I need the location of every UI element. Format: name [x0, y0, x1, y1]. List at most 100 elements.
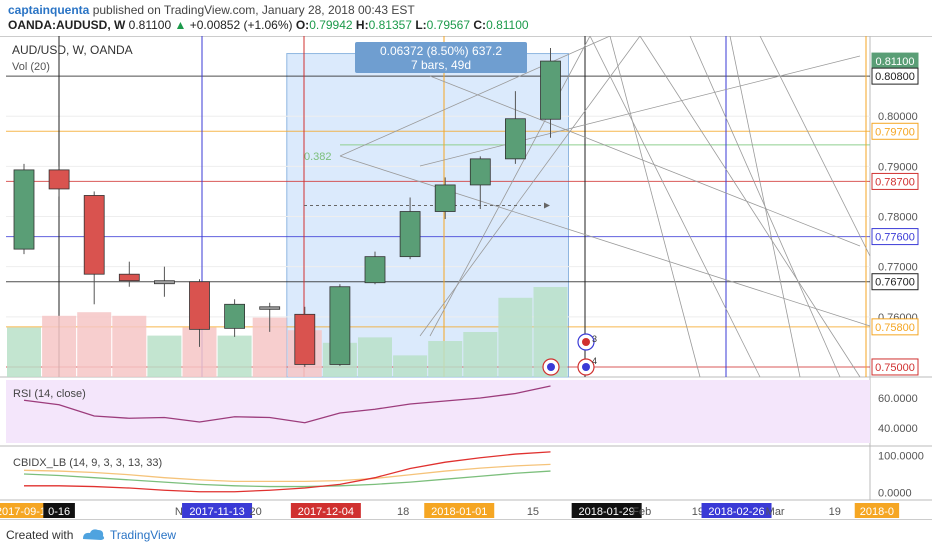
time-tick-label: 19	[829, 506, 841, 518]
candle-body	[329, 286, 351, 365]
volume-bar	[217, 335, 252, 377]
publish-line: captainquenta published on TradingView.c…	[8, 3, 415, 17]
high-label: H:	[355, 18, 369, 32]
time-tick-label: 0-16	[48, 506, 70, 518]
fib-label: 0.382	[304, 151, 332, 163]
rsi-tick-label: 60.0000	[878, 393, 918, 405]
measure-line-2: 7 bars, 49d	[411, 58, 471, 72]
candle-body	[504, 118, 526, 160]
fan-line	[419, 55, 861, 167]
time-tag-box	[43, 503, 75, 518]
time-tick-label: 2018-02-26	[708, 506, 764, 518]
measure-line-1: 0.06372 (8.50%) 637.2	[380, 44, 502, 58]
cbidx-tick-label: 100.0000	[878, 451, 924, 463]
candle-body	[153, 280, 175, 285]
fan-line	[339, 155, 871, 327]
event-marker-3-count: 3	[592, 334, 597, 344]
cbidx-green-line	[23, 470, 551, 488]
event-marker-4-count: 4	[592, 356, 597, 366]
candle-body	[540, 60, 561, 120]
up-arrow-icon: ▲	[174, 18, 187, 32]
fan-line	[609, 36, 701, 378]
created-with-label: Created with	[6, 528, 74, 542]
volume-bar	[358, 337, 392, 377]
ohlc-line: OANDA:AUDUSD, W 0.81100 ▲ +0.00852 (+1.0…	[8, 18, 529, 32]
close-value: 0.81100	[486, 18, 529, 32]
last-price: 0.81100	[128, 18, 172, 32]
price-tag-label: 0.76700	[875, 277, 915, 289]
time-tick-label: 2017-09-18	[0, 506, 52, 518]
publish-info: published on TradingView.com, January 28…	[92, 3, 415, 17]
volume-bar	[428, 341, 463, 377]
volume-layer	[7, 287, 568, 377]
open-label: O:	[295, 18, 310, 32]
candle-body	[48, 169, 70, 190]
candle-body	[434, 184, 456, 212]
candle-body	[118, 273, 140, 282]
price-tag-box	[871, 122, 919, 140]
symbol-label: OANDA:AUDUSD, W	[8, 18, 126, 32]
time-tick-label: 2018-01-29	[579, 506, 635, 518]
tradingview-logo-icon[interactable]	[80, 526, 106, 542]
fan-line	[589, 36, 761, 378]
footer: Created with TradingView	[0, 520, 932, 550]
volume-bar	[77, 312, 112, 377]
measure-tooltip: 0.06372 (8.50%) 637.2 7 bars, 49d	[355, 42, 527, 73]
fan-line	[729, 36, 801, 378]
price-tag-label: 0.75800	[875, 322, 915, 334]
low-value: 0.79567	[426, 18, 471, 32]
cbidx-tick-label: 0.0000	[878, 487, 912, 499]
time-tick-label: 2018-01-01	[431, 506, 487, 518]
author-link[interactable]: captainquenta	[8, 3, 90, 17]
volume-bar	[498, 297, 533, 377]
candle-body	[364, 256, 386, 284]
time-tick-label: 15	[527, 506, 539, 518]
rsi-line	[23, 385, 551, 424]
price-tag-box	[871, 172, 919, 190]
measure-tooltip-box	[355, 42, 527, 73]
cbidx-label: CBIDX_LB (14, 9, 3, 3, 13, 33)	[13, 457, 162, 469]
fan-line	[639, 36, 861, 378]
price-tag-box	[871, 228, 919, 246]
price-tick-label: 0.78000	[878, 212, 918, 224]
event-marker-4[interactable]: 4	[577, 356, 597, 376]
price-tag-box	[871, 358, 919, 376]
candle-body	[13, 169, 35, 250]
price-tag-box	[871, 67, 919, 85]
candle-body	[224, 303, 246, 329]
time-tick-label: Feb	[632, 506, 651, 518]
rsi-tick-label: 40.0000	[878, 423, 918, 435]
close-label: C:	[473, 18, 487, 32]
fan-line	[339, 36, 611, 157]
event-marker-flag[interactable]	[542, 358, 560, 376]
time-tick-label: 2017-12-04	[298, 506, 354, 518]
cbidx-red-line	[24, 451, 551, 493]
price-tag-label: 0.78700	[875, 176, 915, 188]
price-tag-label: 0.81100	[876, 56, 915, 68]
time-tag-box	[571, 503, 642, 518]
time-tag-box	[701, 503, 772, 518]
rsi-band	[6, 380, 870, 443]
event-marker-3[interactable]: 3	[577, 333, 597, 351]
price-tag-label: 0.77600	[875, 232, 915, 244]
cbidx-orange-line	[23, 463, 551, 483]
open-value: 0.79942	[309, 18, 353, 32]
candle-body	[294, 313, 316, 365]
tradingview-brand-link[interactable]: TradingView	[110, 528, 177, 542]
price-tag-box	[871, 273, 919, 291]
volume-bar	[42, 315, 77, 377]
candle-body	[399, 211, 421, 258]
candle-body	[189, 281, 210, 330]
volume-bar	[147, 335, 182, 377]
candle-body	[469, 158, 491, 186]
candle-body	[259, 306, 281, 310]
measure-arrow	[544, 202, 550, 209]
price-change: +0.00852 (+1.06%)	[189, 18, 293, 32]
rsi-label: RSI (14, close)	[13, 388, 86, 400]
chart-canvas[interactable]: 0.800000.790000.780000.770000.760000.811…	[0, 36, 932, 518]
chart-header: captainquenta published on TradingView.c…	[0, 0, 932, 36]
price-tag-label: 0.75000	[875, 362, 915, 374]
candles-layer	[13, 48, 561, 367]
high-value: 0.81357	[368, 18, 412, 32]
time-tag-box	[182, 503, 253, 518]
